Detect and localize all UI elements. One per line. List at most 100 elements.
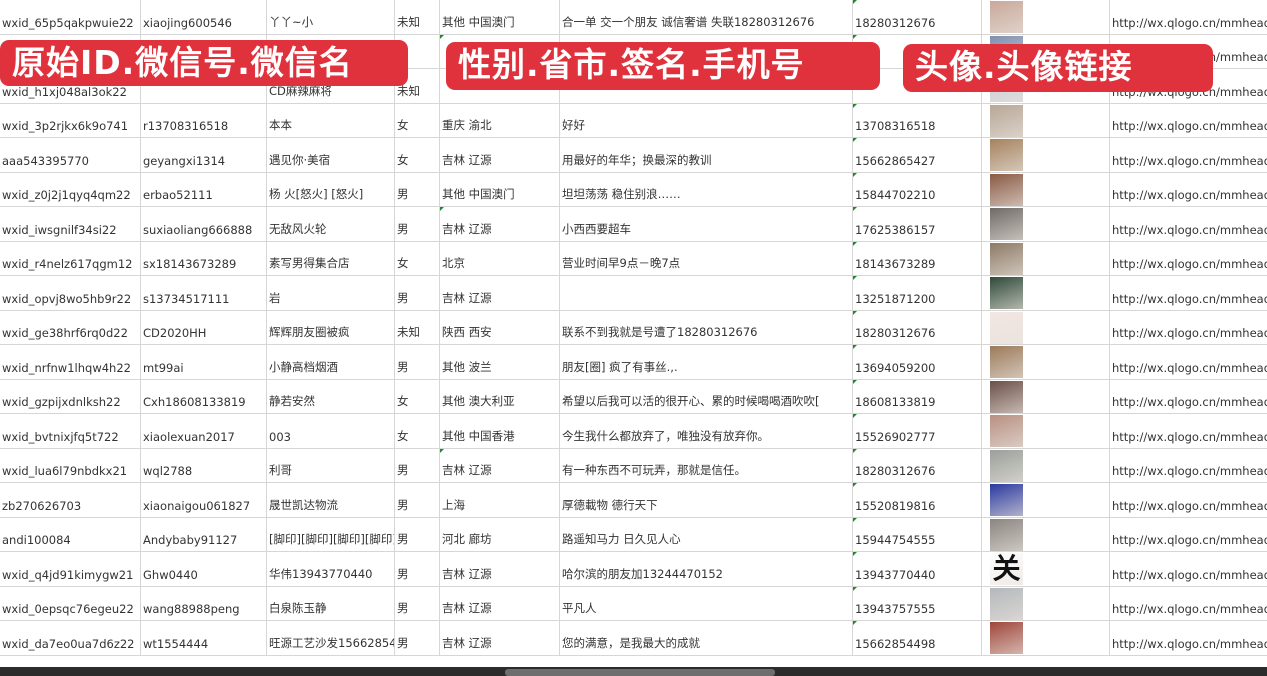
avatar-url-cell[interactable]: http://wx.qlogo.cn/mmhead (1110, 104, 1267, 138)
signature-cell[interactable]: 坦坦荡荡 稳住别浪…… (560, 172, 853, 206)
wechat-id-cell[interactable]: r13708316518 (141, 103, 267, 137)
avatar-url-cell[interactable]: http://wx.qlogo.cn/mmhead (1110, 449, 1267, 483)
wechat-id-cell[interactable]: Cxh18608133819 (141, 379, 267, 413)
wechat-name-cell[interactable]: [脚印][脚印][脚印][脚印] (267, 517, 395, 551)
wechat-id-cell[interactable]: wt1554444 (141, 621, 267, 655)
avatar-url-cell[interactable]: http://wx.qlogo.cn/mmhead (1110, 587, 1267, 621)
gender-cell[interactable]: 女 (395, 241, 440, 275)
region-cell[interactable]: 吉林 辽源 (440, 138, 560, 172)
phone-cell[interactable]: 18280312676 (853, 0, 982, 34)
wechat-id-cell[interactable]: wang88988peng (141, 586, 267, 620)
wechat-name-cell[interactable]: 丫丫~小 (267, 0, 395, 34)
wechat-id-cell[interactable]: mt99ai (141, 345, 267, 379)
avatar-url-cell[interactable]: http://wx.qlogo.cn/mmhead (1110, 483, 1267, 517)
phone-cell[interactable]: 15844702210 (853, 172, 982, 206)
signature-cell[interactable]: 好好 (560, 103, 853, 137)
avatar-url-cell[interactable]: http://wx.qlogo.cn/mmhead (1110, 0, 1267, 34)
avatar-cell[interactable] (982, 138, 1110, 172)
phone-cell[interactable]: 17625386157 (853, 207, 982, 241)
wechat-name-cell[interactable]: 岩 (267, 276, 395, 310)
gender-cell[interactable]: 男 (395, 276, 440, 310)
phone-cell[interactable]: 18280312676 (853, 310, 982, 344)
original-id-cell[interactable]: wxid_da7eo0ua7d6z22 (0, 621, 141, 655)
original-id-cell[interactable]: wxid_bvtnixjfq5t722 (0, 414, 141, 448)
avatar-cell[interactable] (982, 276, 1110, 310)
phone-cell[interactable]: 15944754555 (853, 517, 982, 551)
region-cell[interactable]: 吉林 辽源 (440, 552, 560, 586)
avatar-url-cell[interactable]: http://wx.qlogo.cn/mmhead (1110, 276, 1267, 310)
signature-cell[interactable]: 今生我什么都放弃了，唯独没有放弃你。 (560, 414, 853, 448)
region-cell[interactable]: 其他 澳大利亚 (440, 379, 560, 413)
phone-cell[interactable]: 13694059200 (853, 345, 982, 379)
wechat-id-cell[interactable]: xiaojing600546 (141, 0, 267, 34)
gender-cell[interactable] (395, 34, 440, 68)
signature-cell[interactable]: 朋友[圈] 疯了有事丝.,. (560, 345, 853, 379)
wechat-name-cell[interactable]: 本本 (267, 103, 395, 137)
gender-cell[interactable]: 未知 (395, 310, 440, 344)
avatar-cell[interactable] (982, 241, 1110, 275)
phone-cell[interactable]: 15662854498 (853, 621, 982, 655)
signature-cell[interactable]: 平凡人 (560, 586, 853, 620)
gender-cell[interactable]: 男 (395, 517, 440, 551)
horizontal-scrollbar[interactable] (505, 669, 775, 676)
original-id-cell[interactable]: wxid_lua6l79nbdkx21 (0, 448, 141, 482)
gender-cell[interactable]: 女 (395, 414, 440, 448)
wechat-name-cell[interactable]: 白泉陈玉静 (267, 586, 395, 620)
wechat-name-cell[interactable]: 003 (267, 414, 395, 448)
avatar-url-cell[interactable]: http://wx.qlogo.cn/mmhead (1110, 207, 1267, 241)
gender-cell[interactable]: 男 (395, 552, 440, 586)
region-cell[interactable]: 其他 波兰 (440, 345, 560, 379)
avatar-cell[interactable] (982, 310, 1110, 344)
phone-cell[interactable]: 18280312676 (853, 448, 982, 482)
wechat-name-cell[interactable]: 遇见你·美宿 (267, 138, 395, 172)
avatar-cell[interactable] (982, 586, 1110, 620)
wechat-id-cell[interactable]: erbao52111 (141, 172, 267, 206)
wechat-id-cell[interactable]: xiaolexuan2017 (141, 414, 267, 448)
wechat-name-cell[interactable]: 无敌风火轮 (267, 207, 395, 241)
region-cell[interactable]: 其他 中国澳门 (440, 0, 560, 34)
gender-cell[interactable]: 男 (395, 586, 440, 620)
phone-cell[interactable]: 13943757555 (853, 586, 982, 620)
avatar-cell[interactable] (982, 0, 1110, 34)
region-cell[interactable]: 其他 中国香港 (440, 414, 560, 448)
gender-cell[interactable]: 女 (395, 103, 440, 137)
wechat-name-cell[interactable]: 利哥 (267, 448, 395, 482)
avatar-cell[interactable] (982, 172, 1110, 206)
original-id-cell[interactable]: wxid_gzpijxdnlksh22 (0, 379, 141, 413)
wechat-name-cell[interactable]: 辉辉朋友圈被疯 (267, 310, 395, 344)
wechat-id-cell[interactable]: Andybaby91127 (141, 517, 267, 551)
signature-cell[interactable]: 合一单 交一个朋友 诚信奢谱 失联18280312676 (560, 0, 853, 34)
region-cell[interactable]: 吉林 辽源 (440, 276, 560, 310)
avatar-url-cell[interactable]: http://wx.qlogo.cn/mmhead (1110, 552, 1267, 586)
original-id-cell[interactable]: andi100084 (0, 517, 141, 551)
signature-cell[interactable] (560, 276, 853, 310)
original-id-cell[interactable]: wxid_r4nelz617qgm12 (0, 241, 141, 275)
gender-cell[interactable]: 男 (395, 207, 440, 241)
wechat-name-cell[interactable]: 静若安然 (267, 379, 395, 413)
region-cell[interactable]: 吉林 辽源 (440, 621, 560, 655)
gender-cell[interactable]: 女 (395, 138, 440, 172)
signature-cell[interactable]: 厚德載物 德行天下 (560, 483, 853, 517)
avatar-url-cell[interactable]: http://wx.qlogo.cn/mmhead (1110, 138, 1267, 172)
region-cell[interactable]: 陕西 西安 (440, 310, 560, 344)
original-id-cell[interactable]: wxid_3p2rjkx6k9o741 (0, 103, 141, 137)
phone-cell[interactable]: 13708316518 (853, 103, 982, 137)
region-cell[interactable]: 上海 (440, 483, 560, 517)
wechat-id-cell[interactable]: suxiaoliang666888 (141, 207, 267, 241)
original-id-cell[interactable]: wxid_nrfnw1lhqw4h22 (0, 345, 141, 379)
phone-cell[interactable]: 18143673289 (853, 241, 982, 275)
phone-cell[interactable]: 15662865427 (853, 138, 982, 172)
original-id-cell[interactable]: wxid_65p5qakpwuie22 (0, 0, 141, 34)
avatar-cell[interactable] (982, 207, 1110, 241)
avatar-cell[interactable] (982, 517, 1110, 551)
wechat-id-cell[interactable]: sx18143673289 (141, 241, 267, 275)
gender-cell[interactable]: 男 (395, 483, 440, 517)
avatar-cell[interactable] (982, 621, 1110, 655)
signature-cell[interactable]: 希望以后我可以活的很开心、累的时候喝喝酒吹吹[ (560, 379, 853, 413)
gender-cell[interactable]: 男 (395, 172, 440, 206)
gender-cell[interactable]: 女 (395, 379, 440, 413)
avatar-url-cell[interactable]: http://wx.qlogo.cn/mmhead (1110, 173, 1267, 207)
wechat-name-cell[interactable]: 小静高档烟酒 (267, 345, 395, 379)
wechat-name-cell[interactable]: 素写男得集合店 (267, 241, 395, 275)
original-id-cell[interactable]: wxid_ge38hrf6rq0d22 (0, 310, 141, 344)
